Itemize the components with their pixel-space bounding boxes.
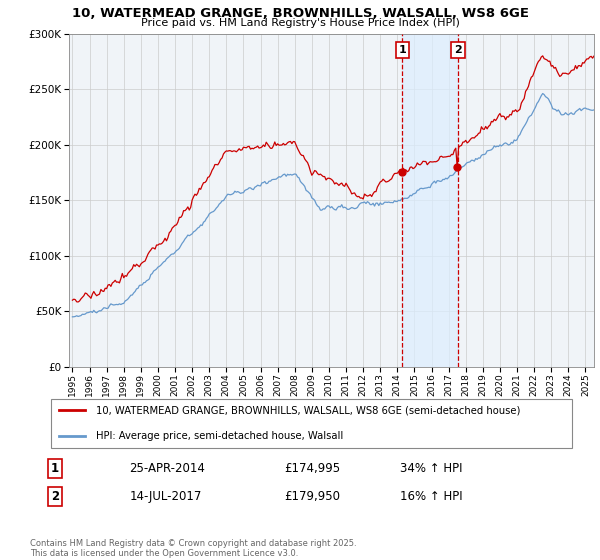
Text: 10, WATERMEAD GRANGE, BROWNHILLS, WALSALL, WS8 6GE (semi-detached house): 10, WATERMEAD GRANGE, BROWNHILLS, WALSAL… xyxy=(95,405,520,416)
Text: Price paid vs. HM Land Registry's House Price Index (HPI): Price paid vs. HM Land Registry's House … xyxy=(140,18,460,29)
Text: Contains HM Land Registry data © Crown copyright and database right 2025.
This d: Contains HM Land Registry data © Crown c… xyxy=(30,539,356,558)
Text: £174,995: £174,995 xyxy=(284,461,340,475)
Text: 1: 1 xyxy=(51,461,59,475)
Text: 16% ↑ HPI: 16% ↑ HPI xyxy=(400,489,463,503)
Text: £179,950: £179,950 xyxy=(284,489,340,503)
Text: 10, WATERMEAD GRANGE, BROWNHILLS, WALSALL, WS8 6GE: 10, WATERMEAD GRANGE, BROWNHILLS, WALSAL… xyxy=(71,7,529,20)
Text: 1: 1 xyxy=(398,45,406,55)
FancyBboxPatch shape xyxy=(50,399,572,448)
Text: 2: 2 xyxy=(454,45,462,55)
Text: 2: 2 xyxy=(51,489,59,503)
Text: HPI: Average price, semi-detached house, Walsall: HPI: Average price, semi-detached house,… xyxy=(95,431,343,441)
Text: 34% ↑ HPI: 34% ↑ HPI xyxy=(400,461,463,475)
Text: 25-APR-2014: 25-APR-2014 xyxy=(130,461,205,475)
Bar xyxy=(402,34,458,367)
Text: 14-JUL-2017: 14-JUL-2017 xyxy=(130,489,202,503)
